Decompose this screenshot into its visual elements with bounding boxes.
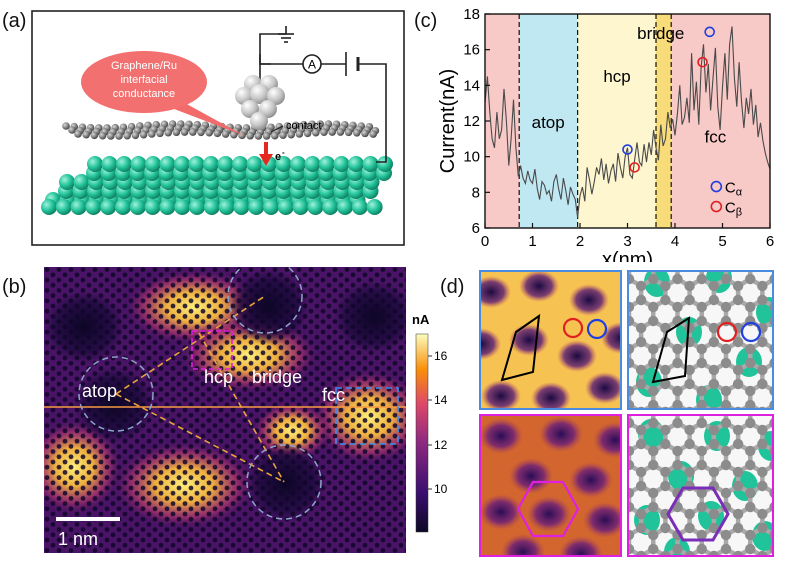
callout-bubble — [81, 51, 207, 113]
colorbar-tick-14: 14 — [434, 393, 448, 407]
x-tick-label-0: 0 — [481, 233, 489, 250]
contact-label: contact — [286, 120, 321, 132]
marker-C_alpha-2 — [704, 26, 715, 38]
current-series-line — [484, 26, 771, 218]
y-tick-label-4: 14 — [463, 77, 480, 94]
region-label-atop: atop — [532, 113, 565, 132]
y-tick-label-3: 12 — [463, 113, 480, 130]
x-tick-label-3: 3 — [623, 233, 631, 250]
marker-C_beta-1 — [629, 162, 640, 173]
battery-icon — [345, 52, 360, 76]
d-fcc-atomic-model — [627, 270, 774, 410]
stm-current-map — [44, 267, 406, 553]
model-hexagon-outline — [666, 486, 730, 542]
x-tick-label-2: 2 — [576, 233, 584, 250]
x-tick-label-1: 1 — [528, 233, 536, 250]
fcc-box — [335, 387, 399, 445]
y-tick-label-5: 16 — [463, 42, 480, 59]
colorbar-tick-16: 16 — [434, 349, 448, 363]
hcp-box — [191, 330, 233, 370]
region-label-bridge: bridge — [637, 24, 684, 43]
colorbar-tick-10: 10 — [434, 482, 448, 496]
x-axis-label: x(nm) — [602, 249, 653, 262]
electron-charge: - — [282, 148, 285, 157]
electron-arrow-head — [259, 154, 273, 166]
panel-label-d: (d) — [440, 276, 465, 298]
stm-map-overlay: atop hcp bridge fcc 1 nm — [44, 267, 406, 549]
colorbar-tick-12: 12 — [434, 438, 448, 452]
d-hcp-current-map — [479, 414, 622, 557]
scale-bar-label: 1 nm — [58, 529, 98, 549]
y-tick-label-0: 6 — [472, 220, 480, 237]
legend-symbol-0 — [710, 180, 723, 193]
ground-icon — [278, 26, 294, 43]
x-tick-label-4: 4 — [671, 233, 679, 250]
atop-circle — [78, 356, 154, 432]
ru-substrate-atoms — [41, 156, 393, 215]
d-fcc-current-map — [479, 270, 622, 410]
d-hcp-atomic-model — [627, 414, 774, 557]
bridge-circle-top — [227, 267, 303, 334]
scale-bar — [56, 517, 120, 521]
x-tick-label-6: 6 — [766, 233, 774, 250]
model-unit-cell-rhombus — [651, 316, 691, 384]
callout-pointer — [161, 102, 245, 136]
callout-line-3: conductance — [113, 88, 175, 100]
unit-cell-rhombus — [500, 313, 541, 382]
model-c-alpha-marker — [740, 321, 762, 343]
c-alpha-marker — [586, 318, 608, 340]
y-axis-label: Current(nA) — [437, 69, 459, 173]
colorbar-unit: nA — [412, 312, 430, 327]
region-bridge — [656, 14, 672, 228]
x-tick-label-5: 5 — [718, 233, 726, 250]
site-connector-lines — [115, 295, 285, 483]
fcc-label: fcc — [322, 385, 345, 405]
electron-arrow-shaft — [264, 142, 268, 156]
panel-label-b: (b) — [2, 276, 27, 298]
hexagon-outline — [516, 480, 580, 538]
region-hcp — [577, 14, 656, 228]
atop-label: atop — [82, 381, 117, 401]
region-label-fcc: fcc — [705, 127, 727, 146]
bridge-circle-bottom — [246, 444, 322, 520]
c-beta-marker — [562, 317, 584, 339]
panel-label-a: (a) — [2, 10, 27, 32]
graphene-layer-atoms — [62, 120, 380, 140]
marker-C_beta-3 — [697, 56, 708, 68]
model-c-beta-marker — [716, 321, 738, 343]
ammeter-icon — [302, 54, 322, 74]
bridge-label: bridge — [252, 367, 302, 387]
stm-tip-atoms — [235, 75, 285, 130]
callout-line-1: Graphene/Ru — [111, 60, 177, 72]
y-tick-label-1: 8 — [472, 184, 480, 201]
callout-line-2: interfacial — [120, 74, 167, 86]
electron-label: e — [275, 151, 281, 163]
colorbar: nA 16 14 12 10 — [412, 312, 448, 533]
hcp-label: hcp — [204, 367, 233, 387]
y-tick-label-6: 18 — [463, 6, 480, 23]
ammeter-label: A — [308, 58, 316, 72]
panel-a-illustration: A contact e - Graphene/Ru interfacial co… — [31, 10, 405, 246]
panel-label-c: (c) — [414, 10, 438, 32]
y-tick-label-2: 10 — [463, 149, 480, 166]
legend-symbol-1 — [710, 200, 723, 213]
region-label-hcp: hcp — [603, 67, 630, 86]
marker-C_alpha-0 — [622, 144, 633, 155]
